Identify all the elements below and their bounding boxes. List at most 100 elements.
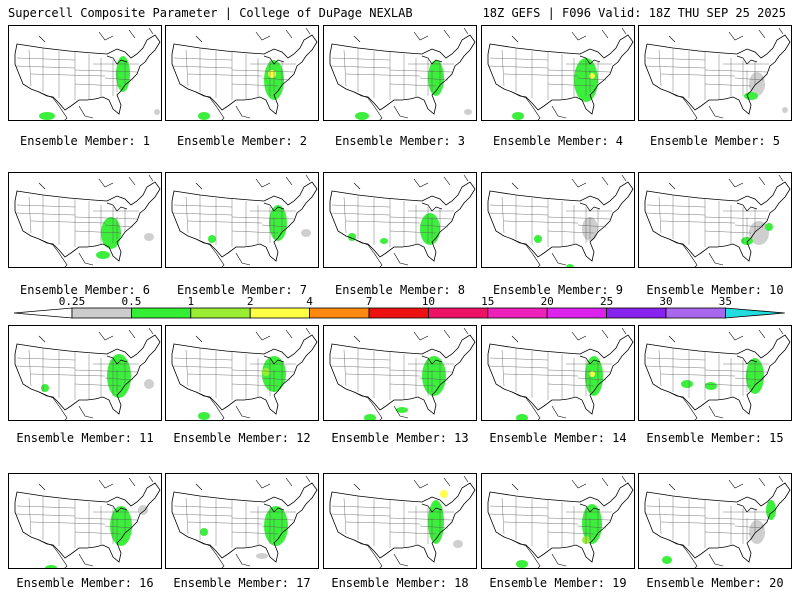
great-lakes <box>263 503 285 513</box>
member-map-panel <box>638 325 792 421</box>
state-border <box>187 220 263 224</box>
state-border <box>501 497 505 535</box>
great-lakes <box>579 55 601 65</box>
mexico-coastline <box>195 391 251 420</box>
coastline <box>148 327 154 335</box>
member-label: Ensemble Member: 14 <box>489 431 627 445</box>
state-border <box>547 383 595 387</box>
great-lakes <box>263 55 285 65</box>
coastline <box>778 327 784 335</box>
state-border <box>74 517 138 521</box>
coastline <box>571 479 587 489</box>
scp-field <box>41 384 49 392</box>
coastline <box>305 174 311 182</box>
us-map <box>487 327 634 420</box>
us-map <box>329 174 476 267</box>
state-border <box>16 505 76 509</box>
mexico-coastline <box>353 539 409 568</box>
colorbar-tick-label: 35 <box>719 296 732 308</box>
coastline <box>353 335 361 343</box>
state-border <box>734 224 764 228</box>
colorbar-segment <box>427 307 489 319</box>
us-map <box>171 174 318 267</box>
state-border <box>489 357 549 361</box>
coastline <box>463 174 469 182</box>
coastline <box>128 176 136 186</box>
coastline <box>285 329 293 339</box>
scp-field <box>154 109 160 115</box>
state-border <box>329 65 391 69</box>
colorbar-segment <box>606 307 667 319</box>
state-border <box>704 531 752 535</box>
coastline <box>98 31 114 41</box>
us-map <box>487 475 634 568</box>
scp-field <box>589 73 595 79</box>
great-lakes <box>579 355 601 365</box>
coastline <box>601 477 609 487</box>
state-border <box>343 49 347 87</box>
state-border <box>660 373 736 377</box>
us-outline <box>487 34 634 115</box>
coastline <box>443 477 451 487</box>
great-lakes <box>579 503 601 513</box>
mexico-coastline <box>38 91 94 120</box>
member-label: Ensemble Member: 16 <box>16 576 154 590</box>
scp-field <box>262 368 270 376</box>
state-border <box>231 383 279 387</box>
us-outline <box>329 334 476 415</box>
coastline <box>255 479 271 489</box>
state-border <box>231 230 279 234</box>
state-border <box>547 369 611 373</box>
state-border <box>261 525 291 529</box>
state-border <box>28 349 32 387</box>
member-label: Ensemble Member: 13 <box>331 431 469 445</box>
coastline <box>728 479 744 489</box>
coastline <box>621 27 627 35</box>
coastline <box>601 176 609 186</box>
state-border <box>734 377 764 381</box>
state-border <box>343 196 347 234</box>
state-border <box>343 349 347 387</box>
state-border <box>30 521 106 525</box>
coastline <box>413 31 429 41</box>
member-map-panel <box>481 325 635 421</box>
member-label: Ensemble Member: 17 <box>173 576 311 590</box>
coastline <box>463 475 469 483</box>
us-outline <box>329 181 476 262</box>
state-border <box>487 365 549 369</box>
colorbar-segment <box>546 307 608 319</box>
coastline <box>463 327 469 335</box>
scp-field <box>681 380 693 388</box>
state-border <box>389 69 453 73</box>
us-map <box>14 174 161 267</box>
state-border <box>28 196 32 234</box>
state-border <box>28 49 32 87</box>
coastline <box>778 475 784 483</box>
coastline <box>621 327 627 335</box>
state-border <box>660 73 736 77</box>
us-map <box>14 475 161 568</box>
us-map <box>171 475 318 568</box>
us-outline <box>644 482 791 563</box>
member-map-panel <box>638 25 792 121</box>
colorbar-segment <box>665 307 726 319</box>
state-border <box>16 204 76 208</box>
us-outline <box>487 181 634 262</box>
member-label: Ensemble Member: 4 <box>492 134 624 148</box>
colorbar-graphic: 0.25 0.5 1 2 4 7 10 15 20 25 30 35 <box>14 296 785 319</box>
scp-field <box>355 112 369 120</box>
great-lakes <box>736 355 758 365</box>
coastline <box>98 479 114 489</box>
scp-field <box>420 213 440 245</box>
state-border <box>646 505 706 509</box>
scp-field <box>198 412 210 420</box>
state-border <box>331 57 391 61</box>
coastline <box>443 176 451 186</box>
mexico-coastline <box>668 539 724 568</box>
great-lakes <box>736 503 758 513</box>
great-lakes <box>263 202 285 212</box>
coastline <box>255 178 271 188</box>
state-border <box>74 531 122 535</box>
member-map-panel <box>165 172 319 268</box>
scp-field <box>516 414 528 420</box>
